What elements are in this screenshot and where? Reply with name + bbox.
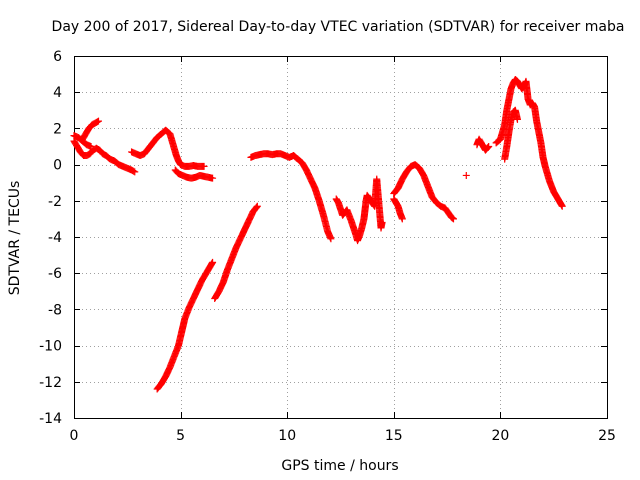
y-tick-label: -14 (39, 411, 62, 427)
data-point (462, 171, 470, 179)
y-tick-label: -2 (48, 194, 62, 210)
data-series (70, 76, 566, 393)
data-point (95, 117, 103, 125)
x-axis-label: GPS time / hours (281, 458, 398, 474)
y-tick-label: -6 (48, 266, 62, 282)
y-tick-label: 0 (53, 158, 62, 174)
y-axis-label: SDTVAR / TECUs (7, 181, 23, 296)
y-tick-label: 2 (53, 121, 62, 137)
data-point (209, 174, 217, 182)
y-tick-label: -12 (39, 375, 62, 391)
y-tick-label: -8 (48, 302, 62, 318)
data-point (449, 214, 457, 222)
data-point (558, 202, 566, 210)
data-point (513, 115, 521, 123)
x-tick-label: 25 (598, 428, 616, 444)
grid (74, 56, 607, 418)
x-tick-label: 10 (278, 428, 296, 444)
chart-title: Day 200 of 2017, Sidereal Day-to-day VTE… (52, 19, 625, 35)
x-tick-label: 5 (176, 428, 185, 444)
data-point (131, 168, 139, 176)
y-tick-label: 6 (53, 49, 62, 65)
data-point (200, 162, 208, 170)
data-point (449, 215, 457, 223)
data-point (378, 219, 386, 227)
data-point (485, 143, 493, 150)
y-tick-label: -10 (39, 339, 62, 355)
y-tick-label: 4 (53, 85, 62, 101)
x-tick-label: 15 (385, 428, 403, 444)
x-tick-label: 20 (491, 428, 509, 444)
data-point (398, 215, 406, 223)
x-tick-label: 0 (70, 428, 79, 444)
data-point (327, 235, 335, 243)
data-point (253, 202, 261, 210)
data-point (130, 167, 138, 175)
data-point (448, 214, 456, 222)
data-point (93, 118, 101, 126)
data-point (253, 203, 261, 211)
data-point (484, 143, 492, 151)
y-tick-label: -4 (48, 230, 62, 246)
data-point (209, 258, 217, 266)
